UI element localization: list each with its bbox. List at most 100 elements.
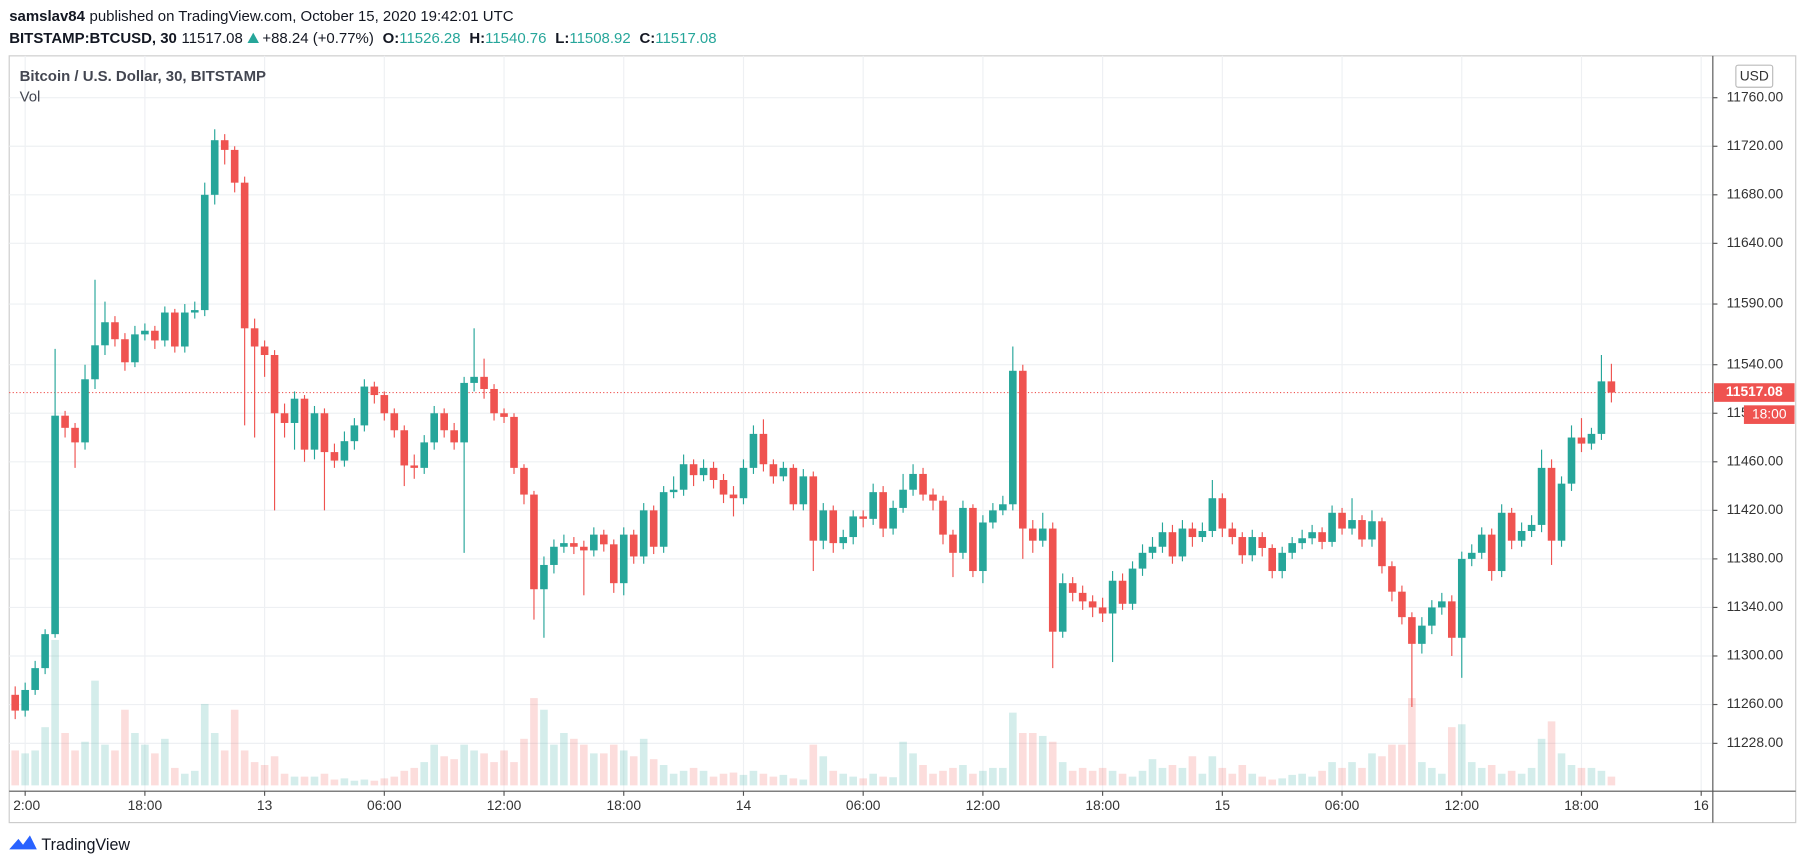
volume-bar bbox=[1098, 767, 1107, 786]
candle-body bbox=[1547, 467, 1556, 541]
currency: USD bbox=[1740, 67, 1769, 83]
candle-body bbox=[909, 473, 917, 490]
candle-body bbox=[530, 494, 538, 590]
volume-bar bbox=[21, 753, 29, 786]
volume-bar bbox=[1607, 776, 1616, 786]
candle-body bbox=[400, 430, 409, 466]
candle-body bbox=[1009, 370, 1017, 505]
candle-body bbox=[1438, 601, 1446, 608]
candle-body bbox=[739, 467, 748, 499]
candle-body bbox=[270, 355, 279, 414]
volume-bar bbox=[1408, 698, 1416, 786]
volume-bar bbox=[879, 776, 887, 786]
volume-bar bbox=[31, 750, 39, 786]
volume-bar bbox=[430, 744, 438, 786]
volume-bar bbox=[220, 750, 229, 786]
volume-bar bbox=[1128, 776, 1137, 786]
volume-bar bbox=[131, 733, 139, 786]
volume-bar bbox=[1288, 774, 1296, 786]
candle-body bbox=[1467, 552, 1476, 559]
volume-bar bbox=[899, 741, 907, 786]
volume-bar bbox=[799, 779, 808, 786]
volume-bar bbox=[1438, 773, 1446, 786]
volume-bar bbox=[270, 756, 279, 786]
volume-bar bbox=[739, 774, 748, 786]
volume-bar bbox=[1058, 762, 1067, 786]
candle-body bbox=[879, 492, 887, 529]
change: +88.24 (+0.77%) bbox=[262, 29, 374, 47]
candle-body bbox=[1557, 483, 1566, 541]
volume-bar bbox=[719, 773, 728, 786]
candle-body bbox=[949, 534, 957, 553]
volume-bar bbox=[141, 744, 149, 786]
volume-bar bbox=[1348, 762, 1356, 786]
publisher: samslav84 bbox=[9, 6, 85, 25]
x-tick-label: 14 bbox=[736, 797, 752, 813]
candle-body bbox=[1517, 530, 1526, 541]
volume-bar bbox=[520, 738, 528, 786]
volume-bar bbox=[440, 756, 448, 786]
volume-bar bbox=[260, 765, 269, 786]
volume-bar bbox=[500, 750, 508, 786]
candle-body bbox=[1497, 512, 1506, 572]
candle-body bbox=[619, 534, 628, 584]
y-tick-label: 11760.00 bbox=[1727, 88, 1784, 104]
volume-bar bbox=[1138, 770, 1147, 786]
volume-bar bbox=[550, 744, 558, 786]
candle-body bbox=[360, 386, 369, 426]
candle-body bbox=[839, 537, 848, 544]
symbol-line: BITSTAMP:BTCUSD, 30 11517.08 +88.24 (+0.77… bbox=[9, 29, 721, 46]
countdown-tag bbox=[1743, 405, 1795, 424]
candle-body bbox=[41, 634, 49, 669]
volume-bar bbox=[240, 750, 249, 786]
candle-body bbox=[210, 140, 219, 195]
candle-body bbox=[1418, 625, 1426, 644]
candle-body bbox=[1098, 607, 1107, 614]
candle-body bbox=[849, 516, 858, 538]
volume-bar bbox=[1278, 778, 1286, 786]
volume-bar bbox=[749, 770, 758, 786]
candle-body bbox=[490, 388, 498, 414]
candle-body bbox=[21, 689, 29, 711]
publish-line: samslav84 published on TradingView.com, O… bbox=[9, 7, 518, 24]
volume-bar bbox=[51, 639, 59, 786]
volume-bar bbox=[759, 773, 768, 786]
volume-bar bbox=[1388, 744, 1396, 786]
volume-bar bbox=[1308, 776, 1316, 786]
volume-bar bbox=[1258, 776, 1267, 786]
candle-body bbox=[609, 544, 618, 584]
volume-bar bbox=[639, 738, 648, 786]
volume-bar bbox=[1019, 733, 1027, 786]
x-tick-label: 13 bbox=[257, 797, 273, 813]
volume-bar bbox=[580, 744, 588, 786]
tradingview-logo bbox=[9, 835, 37, 850]
volume-bar bbox=[959, 765, 967, 786]
candle-body bbox=[819, 510, 828, 541]
y-tick-label: 11420.00 bbox=[1727, 501, 1784, 517]
candle-body bbox=[590, 534, 598, 551]
candle-body bbox=[889, 507, 897, 529]
candle-body bbox=[1507, 512, 1516, 541]
volume-bar bbox=[699, 770, 708, 786]
volume-bar bbox=[480, 753, 488, 786]
volume-bar bbox=[1358, 767, 1366, 786]
candle-body bbox=[1527, 524, 1536, 531]
candle-body bbox=[151, 330, 159, 341]
volume-bar bbox=[1238, 765, 1247, 786]
candle-body bbox=[669, 489, 678, 493]
candle-body bbox=[370, 386, 379, 396]
open-value: 11526.28 bbox=[399, 29, 461, 47]
candle-body bbox=[689, 464, 698, 476]
y-tick-label: 11300.00 bbox=[1727, 647, 1784, 663]
up-triangle bbox=[247, 32, 259, 44]
volume-bar bbox=[390, 776, 399, 786]
x-tick-label: 15 bbox=[1215, 797, 1231, 813]
candle-body bbox=[809, 476, 818, 541]
volume-bar bbox=[560, 733, 568, 786]
close-value: 11517.08 bbox=[655, 29, 717, 47]
candle-body bbox=[330, 452, 339, 461]
candle-body bbox=[759, 433, 768, 465]
candle-body bbox=[789, 467, 798, 505]
volume-bar bbox=[1487, 765, 1496, 786]
candle-body bbox=[580, 546, 588, 551]
